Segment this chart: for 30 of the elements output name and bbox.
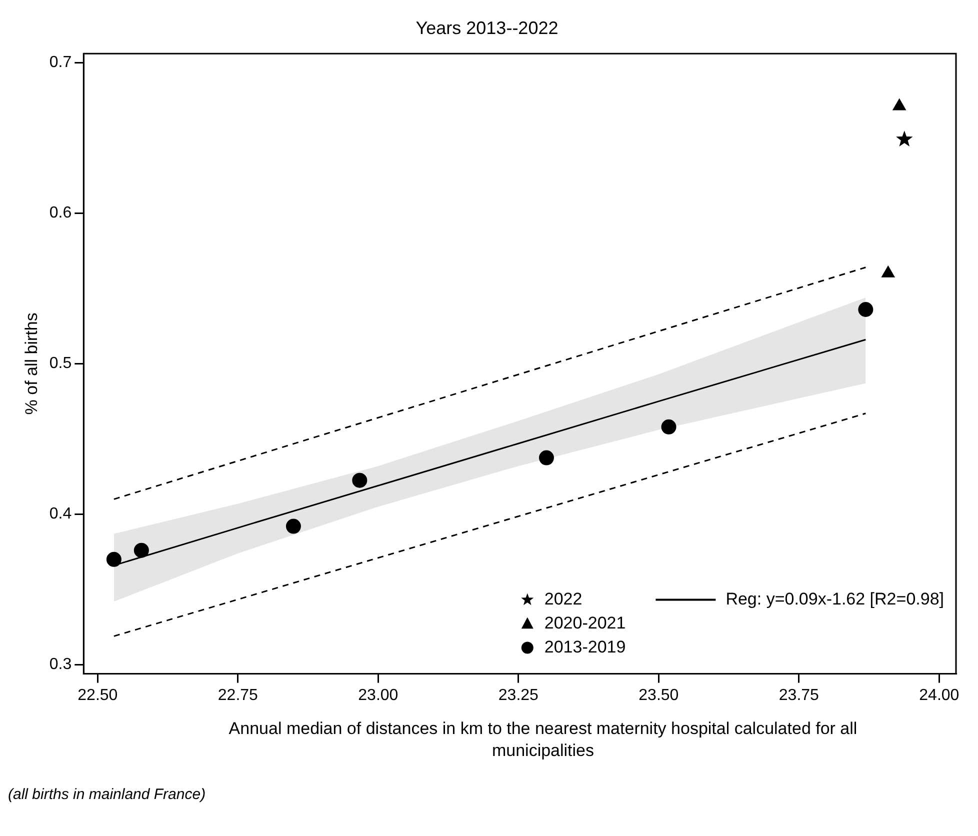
legend-label: 2022	[544, 589, 582, 608]
legend-label: Reg: y=0.09x-1.62 [R2=0.98]	[726, 589, 944, 608]
x-tick-label: 23.75	[778, 686, 820, 704]
y-tick-label: 0.5	[49, 355, 72, 372]
y-tick-label: 0.4	[49, 506, 72, 523]
point	[538, 450, 554, 466]
legend-label: 2013-2019	[544, 637, 626, 656]
x-axis-title: Annual median of distances in km to the nearest maternity hospital calculated for all municipalities	[228, 718, 858, 762]
chart-title: Years 2013--2022	[416, 18, 558, 38]
point	[134, 542, 149, 558]
x-tick-label: 24.00	[919, 686, 960, 704]
point	[882, 266, 895, 278]
legend-label: 2020-2021	[544, 613, 626, 632]
x-tick-label: 23.00	[358, 686, 398, 704]
point	[661, 419, 676, 434]
x-tick-label: 22.50	[78, 686, 118, 704]
x-tick-label: 23.50	[638, 686, 679, 704]
point	[106, 552, 122, 567]
x-tick-label: 22.75	[218, 686, 258, 704]
y-tick-label: 0.3	[49, 656, 72, 674]
point	[858, 302, 874, 318]
y-axis-title: % of all births	[22, 312, 41, 415]
point	[352, 472, 368, 488]
point	[286, 518, 301, 534]
text: (all births in mainland France)	[8, 786, 207, 803]
point	[896, 130, 913, 147]
y-tick-label: 0.6	[49, 204, 72, 222]
y-tick-label: 0.7	[49, 54, 72, 72]
x-tick-label: 23.25	[498, 686, 539, 704]
point	[892, 98, 906, 110]
